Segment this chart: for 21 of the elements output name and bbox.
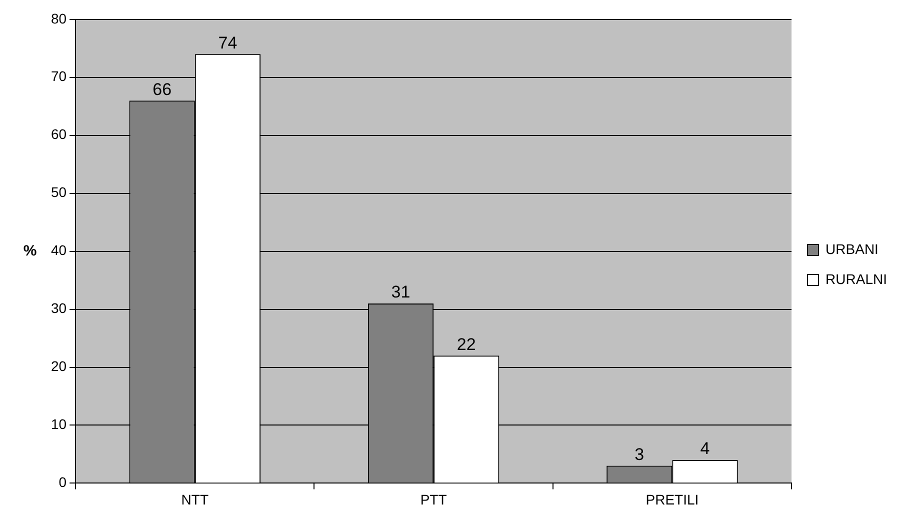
y-axis-title: % (23, 242, 37, 260)
y-tick-label: 40 (50, 242, 67, 258)
y-tick-label: 60 (50, 126, 67, 142)
y-tick-label: 10 (50, 416, 67, 432)
x-tick-label: PRETILI (646, 491, 699, 508)
y-tick-label: 70 (50, 68, 67, 84)
y-tick-label: 50 (50, 184, 67, 200)
data-label: 4 (700, 439, 710, 458)
data-label: 31 (391, 282, 410, 302)
y-tick-label: 80 (50, 10, 67, 26)
y-tick-label: 0 (58, 474, 67, 490)
x-tick-label: NTT (181, 491, 209, 508)
y-tick-label: 30 (50, 300, 67, 316)
data-label: 66 (152, 80, 172, 99)
data-label: 3 (634, 444, 644, 464)
legend-label: RURALNI (826, 270, 888, 287)
data-label: 74 (218, 33, 238, 52)
legend-label: URBANI (826, 240, 878, 257)
data-label: 22 (456, 334, 476, 354)
y-tick-label: 20 (50, 358, 67, 374)
x-tick-label: PTT (420, 491, 448, 508)
